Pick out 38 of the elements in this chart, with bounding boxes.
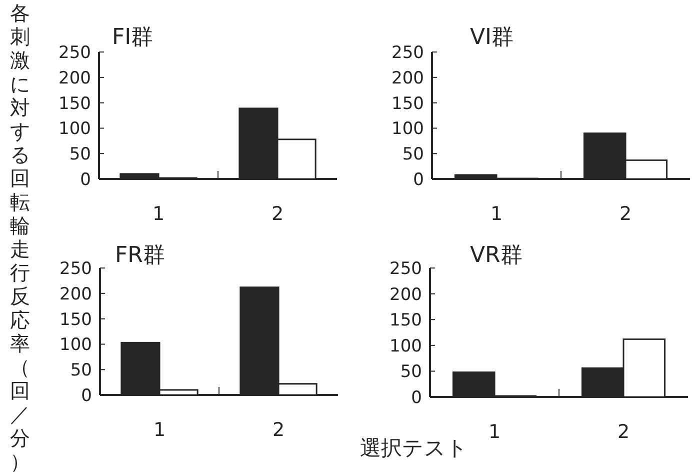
y-tick-label: 250: [392, 43, 424, 63]
x-tick-label: 1: [488, 421, 501, 443]
x-tick-label: 2: [619, 203, 632, 225]
y-tick-label: 100: [58, 119, 91, 140]
chart-title: FI群: [112, 25, 154, 50]
y-tick-label: 0: [411, 388, 422, 408]
y-tick-label: 250: [60, 259, 92, 279]
y-tick-label: 50: [69, 144, 91, 165]
y-tick-label: 0: [413, 170, 424, 190]
y-tick-label: 150: [58, 94, 91, 114]
y-tick-label: 150: [390, 310, 422, 331]
y-tick-label: 250: [58, 43, 91, 63]
y-tick-label: 150: [60, 310, 92, 330]
y-tick-label: 250: [390, 259, 422, 279]
y-tick-label: 100: [392, 119, 424, 140]
y-tick-label: 0: [81, 386, 92, 406]
y-tick-label: 100: [390, 336, 422, 356]
x-tick-label: 2: [617, 421, 630, 443]
y-tick-label: 150: [392, 94, 424, 114]
x-tick-label: 2: [272, 419, 285, 441]
text: 各刺激に対する回転輪走行反応率（回／分）: [10, 1, 30, 472]
x-tick-label: 1: [490, 203, 503, 225]
x-tick-label: 2: [271, 203, 284, 225]
x-tick-label: 1: [152, 203, 165, 225]
x-tick-label: 1: [153, 419, 166, 441]
y-tick-label: 0: [80, 170, 91, 190]
chart-title: VR群: [470, 243, 522, 268]
chart-title: FR群: [115, 243, 165, 268]
y-tick-label: 50: [400, 362, 422, 382]
chart-title: VI群: [470, 25, 514, 50]
y-tick-label: 200: [392, 68, 424, 88]
y-tick-label: 200: [60, 284, 92, 304]
y-tick-label: 100: [60, 335, 92, 356]
y-tick-label: 200: [390, 284, 422, 305]
y-tick-label: 200: [58, 68, 91, 88]
y-tick-label: 50: [402, 144, 424, 165]
y-tick-label: 50: [70, 360, 92, 381]
x-axis-title: 選択テスト: [360, 436, 468, 460]
